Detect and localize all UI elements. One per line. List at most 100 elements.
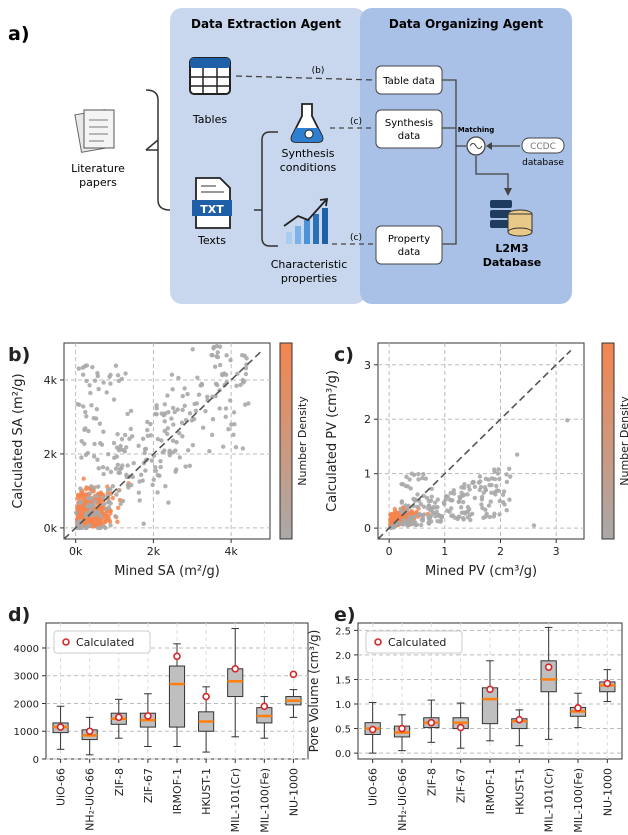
scatter-point [467,487,472,492]
scatter-point [182,403,187,409]
scatter-point [418,512,423,517]
scatter-point [122,432,128,438]
scatter-point [102,501,107,507]
x-tick-label: 0 [386,545,393,558]
scatter-point [100,495,106,500]
scatter-point [459,510,465,515]
scatter-point [416,471,421,477]
scatter-point [125,463,130,468]
scatter-point [238,382,243,388]
scatter-point [220,444,226,449]
scatter-point [79,455,84,460]
scatter-point [92,441,97,447]
scatter-point [213,381,219,386]
scatter-point [423,476,428,481]
scatter-point [399,509,404,514]
scatter-point [80,365,86,370]
scatter-point [207,449,212,454]
scatter-point [465,509,470,514]
scatter-point [84,363,90,368]
scatter-point [163,483,168,489]
x-tick-label: MIL-100(Fe) [258,768,271,833]
scatter-point [108,523,113,528]
scatter-point [142,450,147,456]
y-tick-label: 2 [364,413,371,426]
scatter-point [89,484,94,489]
scatter-point [421,504,427,509]
scatter-point [408,486,413,491]
scatter-point [487,514,492,520]
scatter-point [243,371,249,377]
box [540,660,557,693]
scatter-point [213,393,218,399]
scatter-point [492,511,497,516]
property-data-box [375,225,443,265]
scatter-point [565,418,570,423]
ccdc-box [521,137,565,154]
edge-c1-label: (c) [350,117,362,127]
scatter-point [415,504,420,510]
scatter-point [495,471,501,476]
legend-marker [62,638,70,646]
scatter-point [217,406,222,411]
txt-badge: TXT [200,203,224,216]
panel-a-label: a) [8,23,30,45]
scatter-point [418,502,424,507]
scatter-point [107,519,113,524]
scatter-point [102,518,108,523]
scatter-point [205,394,210,399]
scatter-point [137,498,142,503]
scatter-point [120,463,125,468]
x-tick-label: IRMOF-1 [171,768,184,814]
scatter-point [106,505,112,510]
scatter-point [190,347,195,352]
to-database-arrowhead [504,188,512,196]
x-tick-label: HKUST-1 [200,768,213,815]
scatter-point [149,458,154,463]
y-tick-label: 1.0 [335,700,351,711]
scatter-point [180,407,185,413]
scatter-point [115,462,121,467]
scatter-point [199,381,204,387]
y-tick-label: 1 [364,468,371,481]
x-tick-label: 4k [224,545,238,558]
scatter-point [191,416,197,422]
scatter-point [481,490,486,495]
bracket-data [442,79,466,245]
property-data-label: Property data [388,234,430,258]
scatter-point [243,366,249,371]
scatter-point [477,487,483,493]
scatter-point [97,521,103,527]
scatter-point [116,505,121,511]
scatter-point [514,452,520,457]
matching-label: Matching [458,126,495,134]
scatter-point [399,500,404,505]
scatter-point [497,512,502,517]
scatter-point [469,511,475,517]
scatter-point [507,497,512,502]
legend-label: Calculated [388,636,446,649]
scatter-point [101,471,106,477]
x-tick-label: 2k [147,545,161,558]
scatter-point [411,472,417,478]
scatter-point [140,436,146,442]
scatter-point [500,492,506,498]
calculated-marker [85,727,94,736]
y-tick-label: 0.5 [335,725,351,736]
y-tick-label: 2.5 [335,626,351,637]
scatter-point [78,500,84,505]
scatter-point [504,472,509,477]
panel-e-label: e) [334,604,356,626]
scatter-point [223,406,229,411]
scatter-point [215,354,221,360]
x-tick-label: ZIF-8 [425,768,438,796]
scatter-point [192,401,197,407]
scatter-point [87,383,92,388]
papers-icon [74,109,115,153]
y-axis-label: Calculated SA (m²/g) [11,373,26,508]
calculated-marker [544,663,553,671]
scatter-point [228,398,233,403]
scatter-point [105,484,110,489]
y-tick-label: 3000 [14,672,39,683]
scatter-point [481,515,486,520]
